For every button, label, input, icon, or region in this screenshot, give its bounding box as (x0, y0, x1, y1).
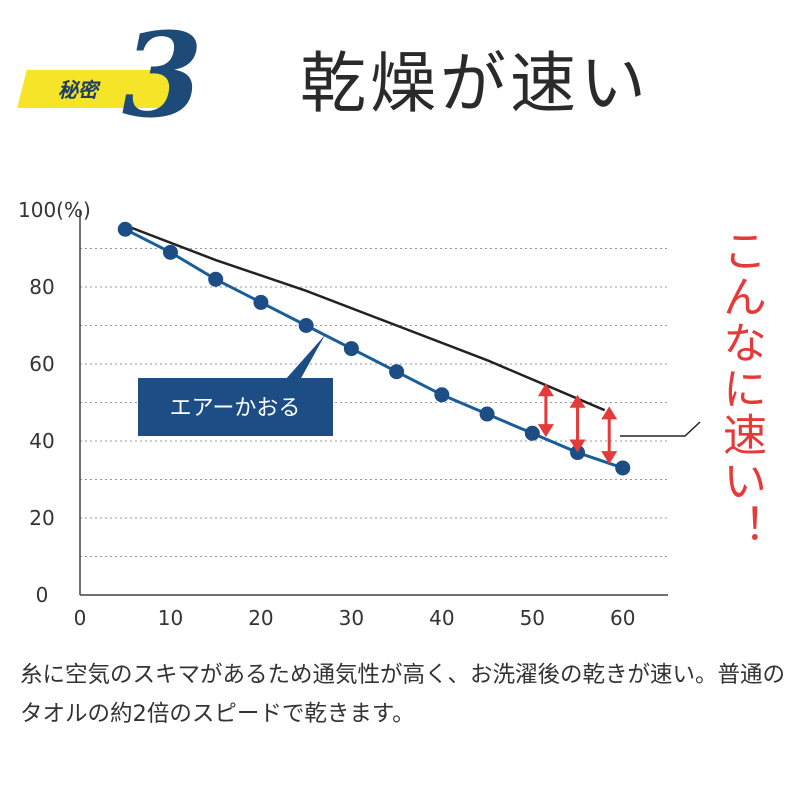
airkaoru-data-point (389, 364, 405, 380)
airkaoru-data-point (615, 460, 631, 476)
airkaoru-data-point (524, 425, 540, 441)
x-tick-label: 20 (248, 606, 273, 630)
callout-box: エアーかおる (138, 335, 333, 436)
chart-gridlines (80, 248, 668, 557)
airkaoru-data-point (434, 387, 450, 403)
x-tick-label: 10 (158, 606, 183, 630)
airkaoru-data-point (208, 271, 224, 287)
y-tick-label: 0 (36, 583, 49, 607)
comparison-series-line (124, 224, 606, 412)
caption: 糸に空気のスキマがあるため通気性が高く、お洗濯後の乾きが速い。普通のタオルの約2… (20, 662, 786, 727)
gap-arrow-head-down (601, 451, 618, 465)
airkaoru-data-point (298, 318, 314, 333)
badge-label: 秘密 (58, 78, 98, 102)
gap-arrow-head-down (569, 439, 586, 453)
callout-rect (138, 378, 333, 436)
gap-arrow-head-down (537, 424, 554, 438)
gap-arrow-head-up (537, 383, 554, 397)
chart-series (117, 221, 631, 476)
airkaoru-data-point (253, 294, 269, 310)
y-tick-label: 20 (29, 506, 54, 530)
callout-pointer (285, 335, 325, 380)
gap-arrow-head-up (569, 394, 586, 408)
annotation-leader-line (620, 421, 701, 437)
x-tick-label: 60 (610, 606, 635, 630)
badge-number: 3 (122, 8, 203, 144)
y-tick-label: 80 (29, 275, 54, 299)
airkaoru-data-point (479, 406, 495, 422)
callout-text: エアーかおる (170, 396, 301, 421)
gap-arrows (537, 383, 618, 465)
y-tick-label: 60 (29, 352, 54, 376)
y-tick-labels: 0 20 40 60 80 100(%) (18, 198, 91, 607)
airkaoru-data-point (343, 341, 359, 357)
x-tick-label: 0 (74, 606, 87, 630)
gap-arrow-head-up (601, 406, 618, 420)
airkaoru-data-point (162, 244, 178, 260)
x-tick-label: 30 (339, 606, 364, 630)
page-title: 乾燥が速い (300, 45, 650, 122)
y-tick-label-top: 100(%) (18, 198, 91, 222)
airkaoru-data-point (117, 221, 133, 237)
x-tick-labels: 0 10 20 30 40 50 60 (74, 606, 636, 630)
y-tick-label: 40 (29, 429, 54, 453)
speed-annotation: こんなに速い！ (715, 228, 766, 550)
airkaoru-series-line (124, 227, 624, 470)
drying-chart: 0 20 40 60 80 100(%) 0 10 20 30 40 50 60 エアーかおる (18, 198, 701, 630)
x-tick-label: 50 (520, 606, 545, 630)
x-tick-label: 40 (429, 606, 454, 630)
